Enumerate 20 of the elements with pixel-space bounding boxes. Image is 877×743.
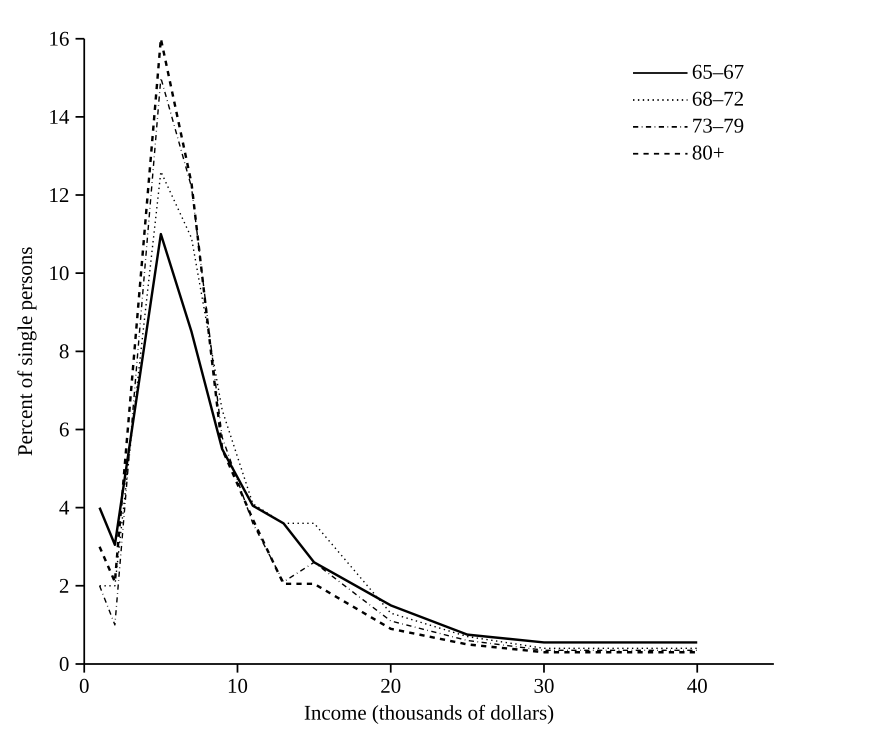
y-tick-label: 12 xyxy=(50,188,68,202)
x-tick-label: 40 xyxy=(687,678,707,693)
legend-label: 80+ xyxy=(692,145,724,160)
y-tick-label: 0 xyxy=(60,656,69,671)
x-axis-title: Income (thousands of dollars) xyxy=(304,704,554,724)
y-tick-label: 8 xyxy=(60,344,69,358)
legend-label: 65–67 xyxy=(692,64,744,79)
y-tick-label: 4 xyxy=(59,500,70,514)
x-tick-label: 20 xyxy=(381,678,400,693)
y-tick-label: 6 xyxy=(60,422,69,436)
legend-label: 73–79 xyxy=(693,118,744,133)
y-axis-title: Percent of single persons xyxy=(17,247,37,456)
x-tick-label: 0 xyxy=(80,678,89,693)
y-tick-label: 14 xyxy=(50,110,70,124)
y-tick-label: 2 xyxy=(60,578,68,593)
legend-label: 68–72 xyxy=(692,92,743,106)
y-tick-label: 16 xyxy=(50,32,69,46)
x-tick-label: 10 xyxy=(228,678,248,693)
y-tick-label: 10 xyxy=(50,266,69,280)
x-tick-label: 30 xyxy=(534,678,554,693)
